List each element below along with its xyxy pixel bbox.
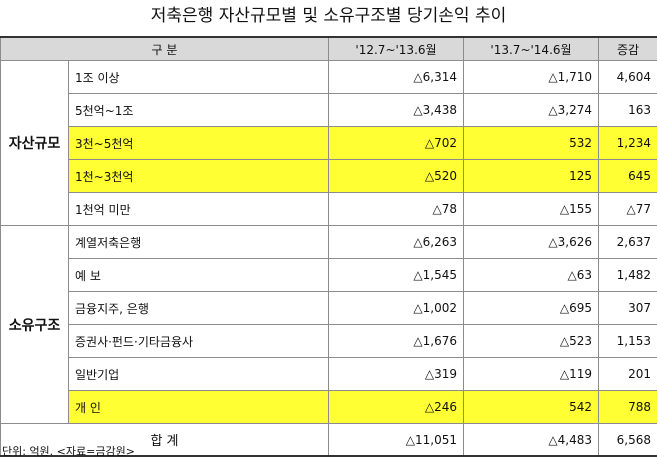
value-period-1: △246: [328, 390, 464, 424]
value-period-2: △3,626: [463, 225, 599, 259]
value-period-1: △3,438: [328, 93, 464, 127]
row-label: 증권사·펀드·기타금융사: [68, 324, 329, 358]
value-period-2: △523: [463, 324, 599, 358]
value-period-2: △119: [463, 357, 599, 391]
value-period-2: △155: [463, 192, 599, 226]
value-change: 163: [598, 93, 657, 127]
value-period-2: △695: [463, 291, 599, 325]
total-label: 합 계: [0, 423, 329, 457]
value-change: 4,604: [598, 60, 657, 94]
table-row: 예 보 △1,545 △63 1,482: [1, 258, 657, 292]
value-period-1: △6,314: [328, 60, 464, 94]
value-period-2: △63: [463, 258, 599, 292]
row-label: 금융지주, 은행: [68, 291, 329, 325]
row-label: 1조 이상: [68, 60, 329, 94]
value-period-1: △78: [328, 192, 464, 226]
value-period-2: △1,710: [463, 60, 599, 94]
value-period-1: △1,545: [328, 258, 464, 292]
value-period-2: 532: [463, 126, 599, 160]
total-period-2: △4,483: [463, 423, 599, 457]
row-label: 예 보: [68, 258, 329, 292]
table-row: 일반기업 △319 △119 201: [1, 357, 657, 391]
value-change: 1,482: [598, 258, 657, 292]
value-change: 201: [598, 357, 657, 391]
value-change: 2,637: [598, 225, 657, 259]
header-category: 구 분: [0, 36, 329, 61]
row-label: 계열저축은행: [68, 225, 329, 259]
total-row: 합 계 △11,051 △4,483 6,568: [0, 423, 657, 457]
value-change: 1,153: [598, 324, 657, 358]
row-label: 1천~3천억: [68, 159, 329, 193]
value-period-1: △319: [328, 357, 464, 391]
row-label: 개 인: [68, 390, 329, 424]
table-row: 5천억~1조 △3,438 △3,274 163: [1, 93, 657, 127]
value-change: 307: [598, 291, 657, 325]
profit-table: 구 분 '12.7~'13.6월 '13.7~'14.6월 증감 자산규모 1조 …: [0, 36, 657, 457]
group-label: 소유구조: [0, 225, 69, 424]
value-period-1: △1,002: [328, 291, 464, 325]
table-row: 1천~3천억 △520 125 645: [1, 159, 657, 193]
value-period-1: △520: [328, 159, 464, 193]
value-period-1: △1,676: [328, 324, 464, 358]
header-period-1: '12.7~'13.6월: [328, 36, 464, 61]
row-label: 5천억~1조: [68, 93, 329, 127]
value-period-1: △6,263: [328, 225, 464, 259]
total-period-1: △11,051: [328, 423, 464, 457]
value-change: 1,234: [598, 126, 657, 160]
table-row: 증권사·펀드·기타금융사 △1,676 △523 1,153: [1, 324, 657, 358]
table-row: 소유구조 계열저축은행 △6,263 △3,626 2,637: [0, 225, 657, 424]
value-change: △77: [598, 192, 657, 226]
row-label: 3천~5천억: [68, 126, 329, 160]
value-period-2: 542: [463, 390, 599, 424]
row-label: 1천억 미만: [68, 192, 329, 226]
value-change: 788: [598, 390, 657, 424]
value-period-2: 125: [463, 159, 599, 193]
row-label: 일반기업: [68, 357, 329, 391]
total-change: 6,568: [598, 423, 657, 457]
header-change: 증감: [598, 36, 657, 61]
value-period-1: △702: [328, 126, 464, 160]
page-title: 저축은행 자산규모별 및 소유구조별 당기손익 추이: [150, 6, 507, 26]
value-period-2: △3,274: [463, 93, 599, 127]
header-period-2: '13.7~'14.6월: [463, 36, 599, 61]
table-body: 자산규모 1조 이상 △6,314 △1,710 4,604 5천억~1조 △3,438 △3…: [0, 60, 657, 457]
table-row: 1천억 미만 △78 △155 △77: [1, 192, 657, 226]
table-row: 개 인 △246 542 788: [1, 390, 657, 424]
table-row: 금융지주, 은행 △1,002 △695 307: [1, 291, 657, 325]
value-change: 645: [598, 159, 657, 193]
table-row: 3천~5천억 △702 532 1,234: [1, 126, 657, 160]
table-row: 자산규모 1조 이상 △6,314 △1,710 4,604: [0, 60, 657, 226]
table-header-row: 구 분 '12.7~'13.6월 '13.7~'14.6월 증감: [0, 36, 657, 61]
source-note: 단위: 억원. <자료=금감원>: [2, 445, 135, 458]
group-label: 자산규모: [0, 60, 69, 226]
